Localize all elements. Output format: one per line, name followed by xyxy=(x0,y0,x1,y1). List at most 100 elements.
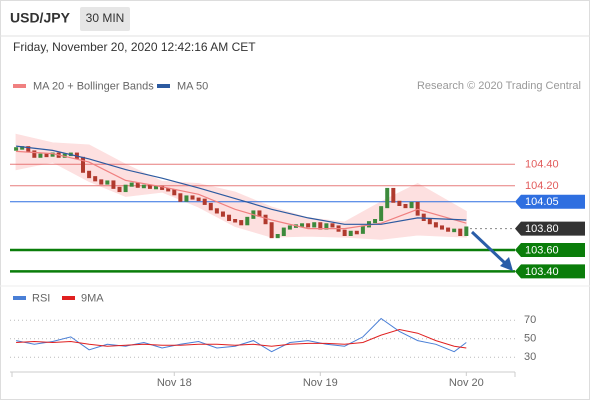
candle xyxy=(318,222,323,230)
candle xyxy=(373,219,378,224)
candle xyxy=(324,223,329,230)
forecast-arrowhead xyxy=(500,257,513,271)
ma-line xyxy=(16,145,467,225)
candle xyxy=(312,222,317,228)
timestamp: Friday, November 20, 2020 12:42:16 AM CE… xyxy=(13,40,256,54)
candle xyxy=(166,187,171,192)
candle xyxy=(196,197,201,202)
y-tick-label: 50 xyxy=(524,333,536,345)
legend-label: MA 50 xyxy=(177,80,208,92)
candle xyxy=(99,179,104,185)
candle xyxy=(26,146,31,153)
candle xyxy=(446,227,451,232)
candle xyxy=(391,187,396,203)
interval-badge xyxy=(80,7,130,31)
candle xyxy=(403,204,408,209)
bollinger-band xyxy=(15,133,467,240)
candle xyxy=(342,229,347,236)
interval: 30 MIN xyxy=(86,11,125,25)
legend-label: MA 20 + Bollinger Bands xyxy=(33,80,154,92)
legend-label: 9MA xyxy=(81,292,104,304)
candle xyxy=(421,213,426,221)
level-label: 104.20 xyxy=(525,180,559,192)
level-label: 103.40 xyxy=(525,266,559,278)
candle xyxy=(306,223,311,228)
candle xyxy=(154,185,159,190)
y-tick-label: 30 xyxy=(524,351,536,363)
candle xyxy=(117,186,122,193)
level-label-box xyxy=(515,264,585,279)
candle xyxy=(360,225,365,234)
candle xyxy=(458,228,463,236)
candle xyxy=(233,219,238,223)
candle xyxy=(464,226,469,236)
candle xyxy=(147,184,152,189)
candle xyxy=(81,156,86,173)
level-label: 104.05 xyxy=(525,196,559,208)
candle xyxy=(227,214,232,221)
candle xyxy=(160,185,165,190)
legend-label: RSI xyxy=(32,292,50,304)
level-label-box xyxy=(515,221,585,236)
candle xyxy=(263,214,268,225)
candle xyxy=(439,225,444,230)
plot-layer: 104.40 104.20 104.05 103.80 103.60 103.40 MA 2… xyxy=(10,80,585,389)
indicator-line xyxy=(16,317,467,353)
candle xyxy=(135,182,140,188)
level-label: 104.40 xyxy=(525,159,559,171)
candle xyxy=(38,153,43,158)
candle xyxy=(44,153,49,158)
candle xyxy=(287,225,292,230)
level-label-box xyxy=(515,243,585,257)
candle xyxy=(385,187,390,209)
candle xyxy=(220,211,225,217)
candle xyxy=(452,228,457,233)
candle xyxy=(330,223,335,228)
candle xyxy=(275,234,280,239)
indicator-line xyxy=(16,328,467,349)
candle xyxy=(397,200,402,206)
candle xyxy=(172,189,177,196)
candle xyxy=(32,150,37,158)
candle xyxy=(93,176,98,182)
candle xyxy=(433,222,438,228)
x-tick-label: Nov 19 xyxy=(303,377,338,389)
y-tick-label: 70 xyxy=(524,314,536,326)
symbol: USD/JPY xyxy=(10,10,71,26)
candle xyxy=(111,180,116,189)
candle xyxy=(257,210,262,217)
candle xyxy=(239,220,244,226)
level-label-box xyxy=(515,194,585,209)
candle xyxy=(214,208,219,214)
level-label: 103.60 xyxy=(525,244,559,256)
candle xyxy=(141,184,146,189)
candle xyxy=(245,216,250,226)
candle xyxy=(427,219,432,225)
candle xyxy=(300,223,305,227)
ma-line xyxy=(16,150,467,230)
candle xyxy=(348,230,353,236)
source: Research © 2020 Trading Central xyxy=(417,80,581,92)
candle xyxy=(184,195,189,202)
candle xyxy=(202,198,207,205)
candle xyxy=(409,201,414,209)
candle xyxy=(105,180,110,185)
candle xyxy=(123,184,128,193)
candle xyxy=(178,193,183,202)
candle xyxy=(269,222,274,239)
candle xyxy=(62,153,67,158)
x-tick-label: Nov 20 xyxy=(449,377,484,389)
x-tick-label: Nov 18 xyxy=(157,377,192,389)
candle xyxy=(281,227,286,236)
level-label: 103.80 xyxy=(525,223,559,235)
candle xyxy=(379,206,384,221)
candle xyxy=(208,202,213,211)
candle xyxy=(87,170,92,179)
candle xyxy=(14,147,19,151)
forecast-arrow xyxy=(470,230,508,266)
candle xyxy=(190,195,195,200)
candle xyxy=(129,182,134,187)
